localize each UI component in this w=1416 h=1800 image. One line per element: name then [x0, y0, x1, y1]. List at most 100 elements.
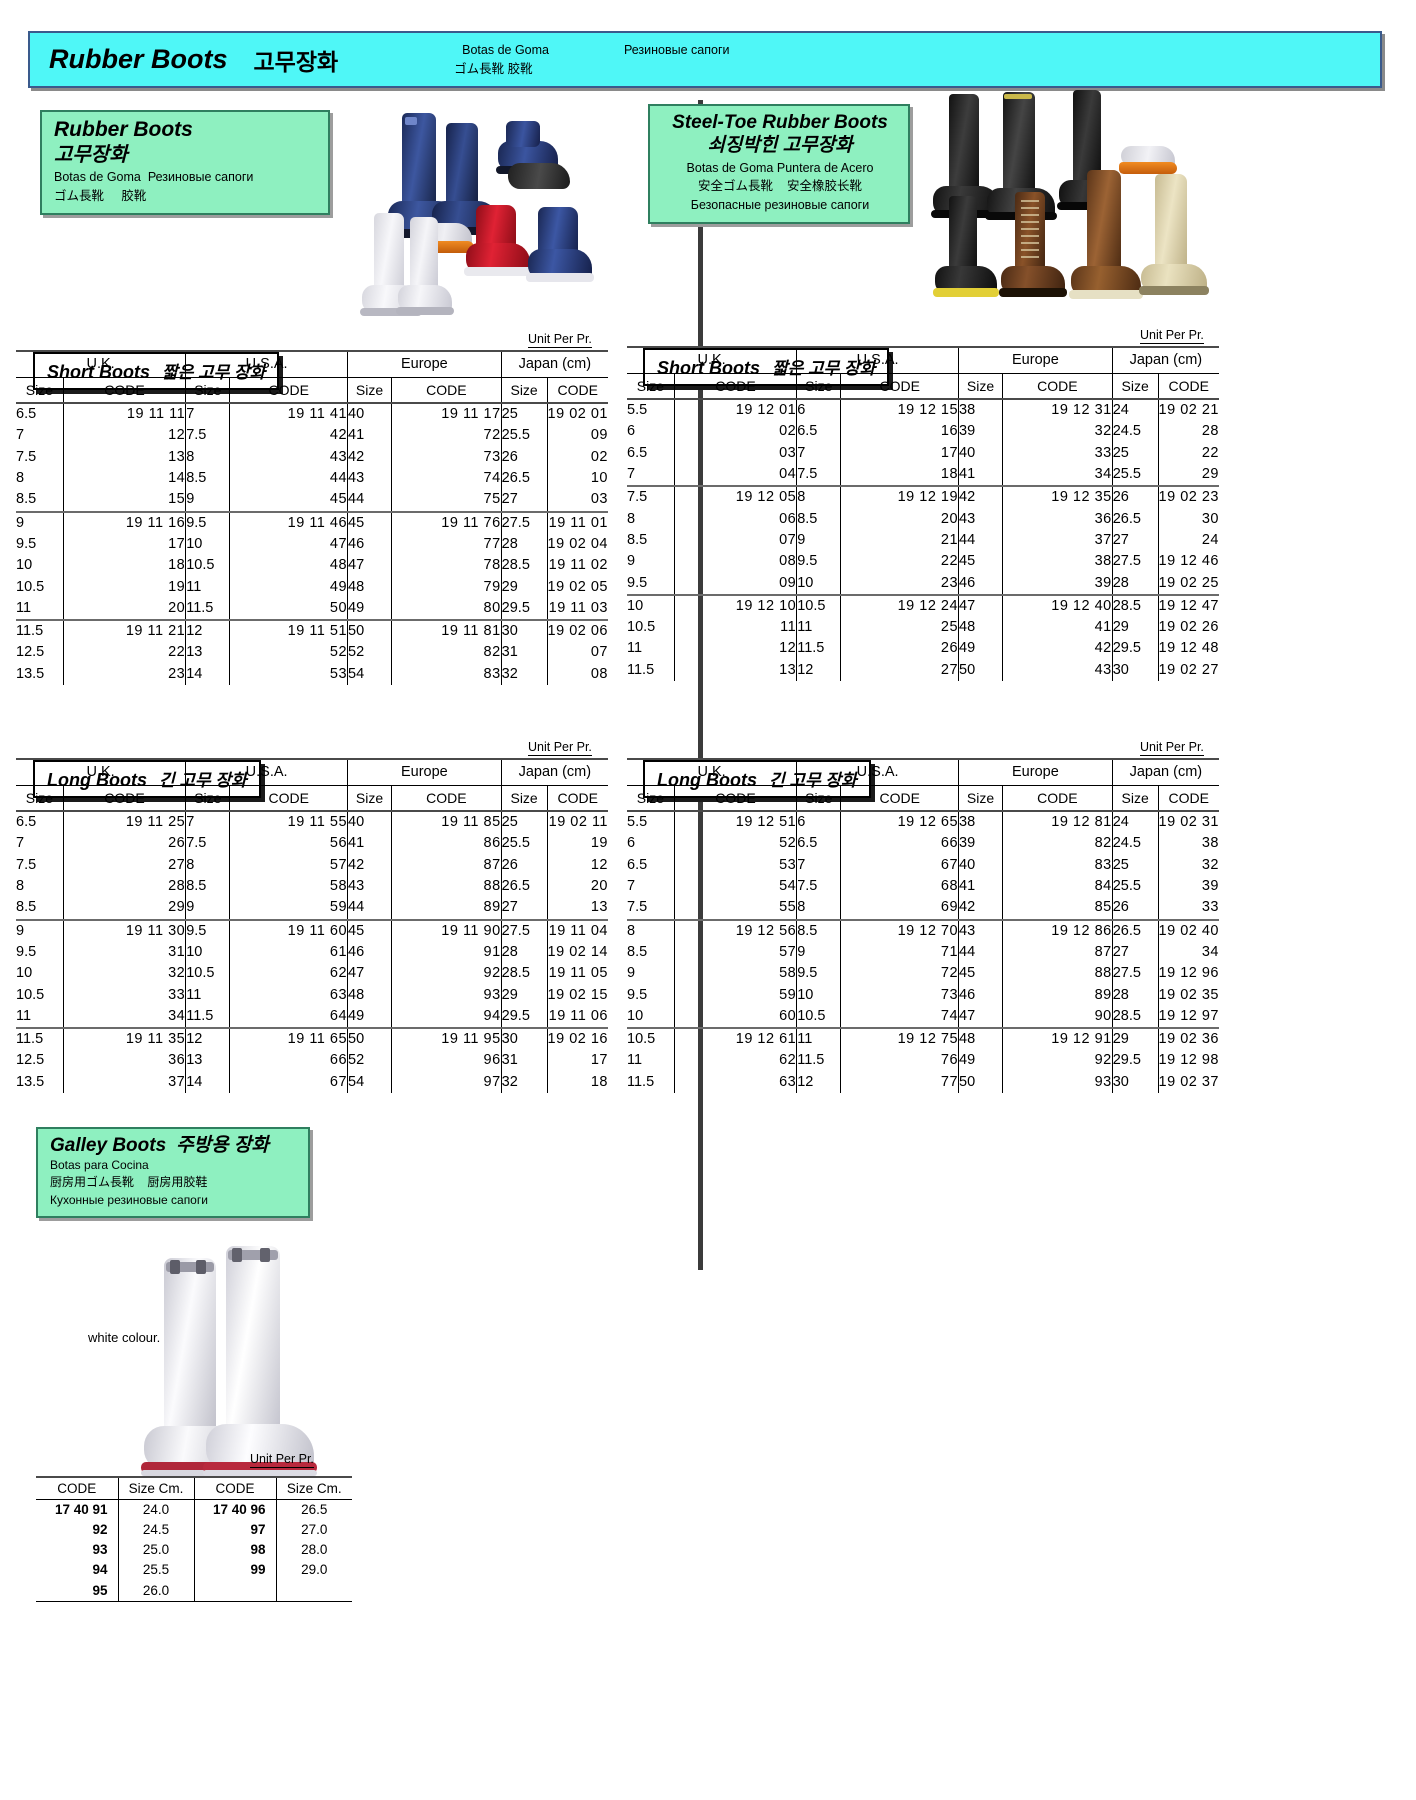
- table-row: 8 8.5 9 9.5 10 19 12 56 57 58 59 60 8.5 9 9.5 10 10.5 1…: [627, 919, 1219, 1030]
- header-usa: U.S.A.: [796, 346, 959, 374]
- cell-size-group: 50 52 54: [347, 1028, 392, 1094]
- cell-size-group: 6.5 7 7.5 8 8.5: [16, 811, 64, 921]
- galley-code-col-2: 17 40 96 97 98 99: [193, 1499, 276, 1602]
- galley-header-row: CODE Size Cm. CODE Size Cm.: [36, 1476, 352, 1500]
- steel-toe-title-kr: 쇠징박힌 고무장화: [707, 134, 853, 156]
- cell-size-group: 8.5 9 9.5 10 10.5: [796, 919, 841, 1030]
- table-row: 5.5 6 6.5 7 7.5 19 12 51 52 53 54 55 6 6.5 7 7.5 8 19 1…: [627, 811, 1219, 921]
- banner-title-kr: 고무장화: [253, 48, 339, 75]
- rubber-boots-zh: 胶靴: [121, 188, 147, 203]
- cell-code-group: 19 11 25 26 27 28 29: [62, 811, 186, 921]
- steel-toe-ja: 安全ゴム長靴: [698, 179, 774, 194]
- cell-code-group: 19 02 21 28 22 29: [1157, 399, 1219, 488]
- header-uk: U.K.: [16, 350, 186, 378]
- cell-code-group: 19 11 30 31 32 33 34: [62, 919, 186, 1030]
- table-row: 11.5 12.5 13.5 19 11 21 22 23 12 13 14 19 11 51 52…: [16, 620, 608, 686]
- cell-code-group: 19 02 11 19 12 20 13: [546, 811, 608, 921]
- cell-code-group: 19 11 46 47 48 49 50: [229, 511, 348, 622]
- right-product-photos: [925, 88, 1255, 328]
- steel-toe-ru: Безопасные резиновые сапоги: [690, 198, 870, 213]
- galley-header-cell: Size Cm.: [275, 1476, 352, 1500]
- cell-code-group: 19 12 51 52 53 54 55: [673, 811, 797, 921]
- header-japan: Japan (cm): [1111, 758, 1219, 786]
- cell-code-group: 19 02 31 38 32 39 33: [1157, 811, 1219, 921]
- unit-per-pr-galley: Unit Per Pr.: [250, 1452, 314, 1468]
- cell-size-group: 9.5 10 10.5 11 11.5: [185, 511, 230, 622]
- header-code: CODE: [1157, 373, 1219, 400]
- cell-code-group: 19 12 35 36 37 38 39: [1002, 486, 1113, 596]
- cell-size-group: 30 31 32: [500, 1028, 548, 1094]
- steel-toe-es: Botas de Goma Puntera de Acero: [686, 160, 874, 175]
- cell-size-group: 38 39 40 41 42: [958, 811, 1003, 921]
- banner-title-en: Rubber Boots: [49, 44, 228, 74]
- cell-size-group: 24 24.5 25 25.5 26: [1111, 811, 1159, 921]
- table-row: 6.5 7 7.5 8 8.5 19 11 11 12 13 14 15 7 7.5 8 8.5 9 19 1…: [16, 403, 608, 513]
- cell-code-group: 19 12 24 25 26 27: [840, 594, 959, 682]
- galley-boots-es: Botas para Cocina: [50, 1157, 149, 1172]
- header-size: Size: [500, 377, 548, 404]
- header-size: Size: [16, 785, 64, 812]
- cell-size-group: 25 25.5 26 26.5 27: [500, 811, 548, 921]
- table-row: 6.5 7 7.5 8 8.5 19 11 25 26 27 28 29 7 7.5 8 8.5 9 19 1…: [16, 811, 608, 921]
- header-code: CODE: [1002, 785, 1113, 812]
- header-size: Size: [16, 377, 64, 404]
- cell-size-group: 10.5 11 11.5: [627, 1031, 656, 1090]
- rubber-boots-es: Botas de Goma: [54, 170, 141, 185]
- cell-size-group: 10 10.5 11 11.5: [627, 597, 656, 678]
- rubber-boots-ru: Резиновые сапоги: [147, 170, 254, 185]
- cell-size-group: 43 44 45 46 47: [958, 919, 1003, 1030]
- galley-code-col-1: 17 40 91 92 93 94 95: [36, 1499, 118, 1602]
- cell-code-group: 19 11 11 12 13 14 15: [62, 403, 186, 513]
- cell-code-group: 19 12 31 32 33 34: [1002, 399, 1113, 488]
- header-size: Size: [347, 377, 392, 404]
- banner-ru: Резиновые сапоги: [623, 43, 730, 58]
- table-header-subcolumns: Size CODE Size CODE Size CODE Size CODE: [16, 785, 608, 812]
- rubber-boots-ja: ゴム長靴: [54, 188, 105, 203]
- header-europe: Europe: [958, 758, 1113, 786]
- header-usa: U.S.A.: [796, 758, 959, 786]
- cell-code-group: 19 11 60 61 62 63 64: [229, 919, 348, 1030]
- header-size: Size: [958, 785, 1003, 812]
- table-header-subcolumns: Size CODE Size CODE Size CODE Size CODE: [627, 785, 1219, 812]
- cell-size-group: 45 46 47 48 49: [347, 511, 392, 622]
- size-table-left-long-boots: U.K. U.S.A. Europe Japan (cm) Size CODE Size CO…: [16, 758, 608, 1094]
- galley-boots-zh: 厨房用胶鞋: [147, 1175, 208, 1190]
- galley-boots-title: Galley Boots 주방용 장화: [50, 1135, 298, 1157]
- cell-size-group: 5.5 6 6.5 7: [627, 399, 675, 488]
- cell-size-group: 11.5 12.5 13.5: [16, 623, 45, 682]
- cell-size-group: 9 9.5 10 10.5 11: [16, 919, 64, 1030]
- cell-size-group: 7 7.5 8 8.5 9: [185, 403, 230, 513]
- galley-product-photo: [140, 1230, 360, 1476]
- header-code: CODE: [62, 377, 186, 404]
- cell-code-group: 19 12 91 92 93: [1002, 1028, 1113, 1094]
- header-europe: Europe: [347, 350, 502, 378]
- cell-size-group: 27.5 28 28.5 29 29.5: [500, 919, 548, 1030]
- cell-code-group: 19 12 86 87 88 89 90: [1002, 919, 1113, 1030]
- header-europe: Europe: [958, 346, 1113, 374]
- cell-size-group: 8 8.5 9 9.5 10: [796, 486, 841, 596]
- galley-boots-ru: Кухонные резиновые сапоги: [50, 1192, 208, 1207]
- cell-size-group: 25 25.5 26 26.5 27: [500, 403, 548, 513]
- cell-code-group: 19 12 56 57 58 59 60: [673, 919, 797, 1030]
- header-code: CODE: [840, 373, 959, 400]
- white-colour-note: white colour.: [88, 1330, 161, 1345]
- header-code: CODE: [840, 785, 959, 812]
- cell-code-group: 19 11 04 19 02 14 19 11 05 19 02 15 19 11 06: [546, 919, 608, 1030]
- table-header-subcolumns: Size CODE Size CODE Size CODE Size CODE: [627, 373, 1219, 400]
- header-code: CODE: [546, 785, 608, 812]
- cell-code-group: 19 11 90 91 92 93 94: [391, 919, 502, 1030]
- cell-code-group: 19 02 40 34 19 12 96 19 02 35 19 12 97: [1157, 919, 1219, 1030]
- size-table-right-short-boots: U.K. U.S.A. Europe Japan (cm) Size CODE Size CO…: [627, 346, 1219, 682]
- table-header-countries: U.K. U.S.A. Europe Japan (cm): [16, 350, 608, 378]
- rubber-boots-title-box: Rubber Boots 고무장화 Botas de Goma Резиновы…: [40, 110, 330, 215]
- cell-code-group: 19 11 21 22 23: [62, 620, 186, 686]
- rubber-boots-subtitle-cjk: ゴム長靴 胶靴: [54, 187, 318, 206]
- cell-size-group: 26.5 27 27.5 28 28.5: [1111, 919, 1159, 1030]
- header-size: Size: [500, 785, 548, 812]
- cell-size-group: 6 6.5 7 7.5: [796, 399, 841, 488]
- cell-code-group: 19 11 76 77 78 79 80: [391, 511, 502, 622]
- unit-per-pr-right-short: Unit Per Pr.: [1140, 328, 1204, 344]
- table-row: 9 9.5 10 10.5 11 19 11 16 17 18 19 20 9.5 10 10.5 11 1…: [16, 511, 608, 622]
- header-code: CODE: [1157, 785, 1219, 812]
- header-size: Size: [627, 785, 675, 812]
